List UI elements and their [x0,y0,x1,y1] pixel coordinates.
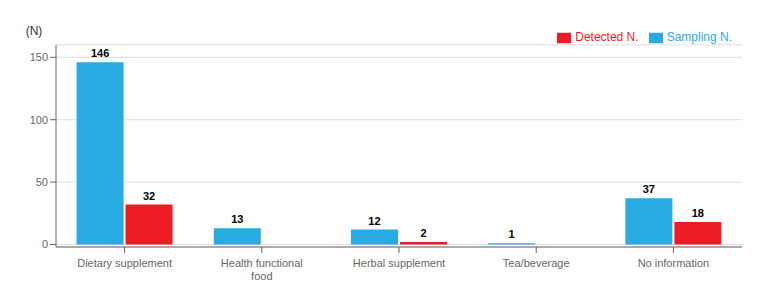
svg-text:37: 37 [643,183,655,195]
svg-text:2: 2 [420,227,426,239]
html-text:Detected N.: Detected N. [575,30,639,44]
html-text:Sampling N.: Sampling N. [666,30,732,44]
svg-text:(N): (N) [26,24,43,38]
svg-text:146: 146 [91,47,109,59]
svg-text:Herbal supplement: Herbal supplement [353,257,445,269]
svg-text:13: 13 [231,213,243,225]
svg-text:32: 32 [143,190,155,202]
svg-text:50: 50 [36,176,48,188]
svg-text:Health functionalfood: Health functionalfood [221,257,303,282]
svg-text:1: 1 [509,228,515,240]
svg-text:0: 0 [42,238,48,250]
svg-text:Tea/beverage: Tea/beverage [503,257,570,269]
svg-text:100: 100 [30,114,48,126]
svg-text:150: 150 [30,51,48,63]
svg-text:Dietary supplement: Dietary supplement [77,257,172,269]
svg-text:18: 18 [692,207,704,219]
svg-text:12: 12 [368,215,380,227]
svg-text:No information: No information [638,257,710,269]
